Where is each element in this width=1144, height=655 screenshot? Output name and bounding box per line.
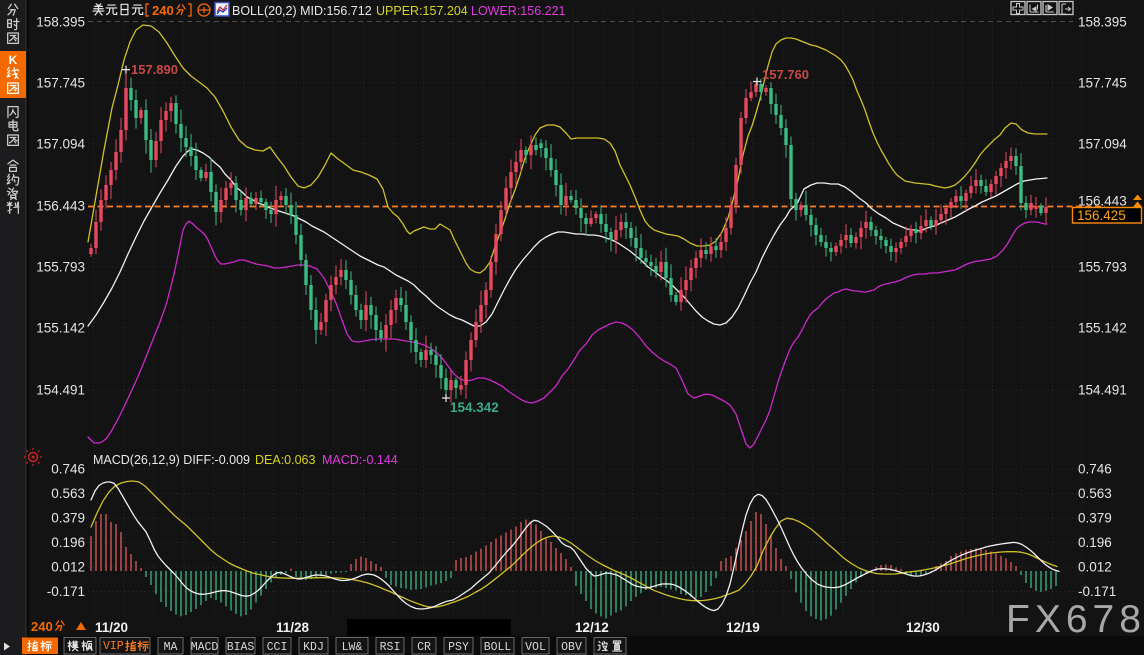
svg-text:0.012: 0.012 <box>1078 560 1112 575</box>
svg-text:0.379: 0.379 <box>1078 511 1112 526</box>
svg-text:156.443: 156.443 <box>36 199 85 214</box>
svg-text:0.746: 0.746 <box>51 462 85 477</box>
svg-text:DEA:0.063: DEA:0.063 <box>255 453 316 467</box>
svg-text:156.425: 156.425 <box>1077 208 1126 223</box>
svg-text:11/28: 11/28 <box>276 620 310 635</box>
svg-text:MA: MA <box>164 641 178 654</box>
svg-text:RSI: RSI <box>380 641 401 654</box>
svg-text:FX678: FX678 <box>1006 598 1144 641</box>
svg-text:156.443: 156.443 <box>1078 194 1127 209</box>
svg-text:157.760: 157.760 <box>762 67 809 82</box>
svg-text:12/19: 12/19 <box>726 620 760 635</box>
svg-text:157.890: 157.890 <box>131 62 178 77</box>
svg-text:240: 240 <box>152 3 174 18</box>
svg-text:158.395: 158.395 <box>1078 15 1127 30</box>
svg-text:155.793: 155.793 <box>1078 260 1127 275</box>
svg-text:CCI: CCI <box>267 641 288 654</box>
svg-text:K: K <box>9 53 18 67</box>
svg-text:-0.171: -0.171 <box>47 584 85 599</box>
svg-text:OBV: OBV <box>561 641 582 654</box>
svg-text:157.745: 157.745 <box>36 76 85 91</box>
svg-text:157.745: 157.745 <box>1078 76 1127 91</box>
svg-text:BOLL: BOLL <box>484 641 512 654</box>
svg-text:VIP: VIP <box>103 640 124 653</box>
svg-text:0.196: 0.196 <box>51 535 85 550</box>
svg-text:0.563: 0.563 <box>1078 486 1112 501</box>
svg-text:0.746: 0.746 <box>1078 462 1112 477</box>
svg-text:154.491: 154.491 <box>36 383 85 398</box>
svg-text:MACD(26,12,9) DIFF:-0.009: MACD(26,12,9) DIFF:-0.009 <box>93 453 250 467</box>
svg-text:154.342: 154.342 <box>450 400 499 415</box>
svg-text:PSY: PSY <box>448 641 469 654</box>
svg-text:158.395: 158.395 <box>36 15 85 30</box>
svg-text:0.379: 0.379 <box>51 511 85 526</box>
svg-text:LW&: LW& <box>342 641 363 654</box>
svg-text:155.142: 155.142 <box>36 321 85 336</box>
svg-text:155.793: 155.793 <box>36 260 85 275</box>
svg-text:155.142: 155.142 <box>1078 321 1127 336</box>
svg-text:0.012: 0.012 <box>51 560 85 575</box>
svg-text:CR: CR <box>417 641 431 654</box>
svg-text:BIAS: BIAS <box>227 641 255 654</box>
svg-text:KDJ: KDJ <box>303 641 324 654</box>
svg-text:154.491: 154.491 <box>1078 383 1127 398</box>
svg-text:11/20: 11/20 <box>95 620 128 635</box>
svg-text:0.563: 0.563 <box>51 486 85 501</box>
svg-text:0.196: 0.196 <box>1078 535 1112 550</box>
svg-text:MACD: MACD <box>191 641 219 654</box>
svg-text:MACD:-0.144: MACD:-0.144 <box>322 453 398 467</box>
svg-text:157.094: 157.094 <box>36 137 85 152</box>
svg-text:157.094: 157.094 <box>1078 137 1127 152</box>
svg-text:UPPER:157.204: UPPER:157.204 <box>376 4 468 18</box>
svg-text:VOL: VOL <box>525 641 546 654</box>
svg-text:12/12: 12/12 <box>575 620 609 635</box>
svg-text:12/30: 12/30 <box>906 620 940 635</box>
svg-text:-0.171: -0.171 <box>1078 584 1116 599</box>
svg-text:LOWER:156.221: LOWER:156.221 <box>471 4 566 18</box>
svg-text:BOLL(20,2) MID:156.712: BOLL(20,2) MID:156.712 <box>232 4 372 18</box>
svg-text:240: 240 <box>31 619 53 634</box>
